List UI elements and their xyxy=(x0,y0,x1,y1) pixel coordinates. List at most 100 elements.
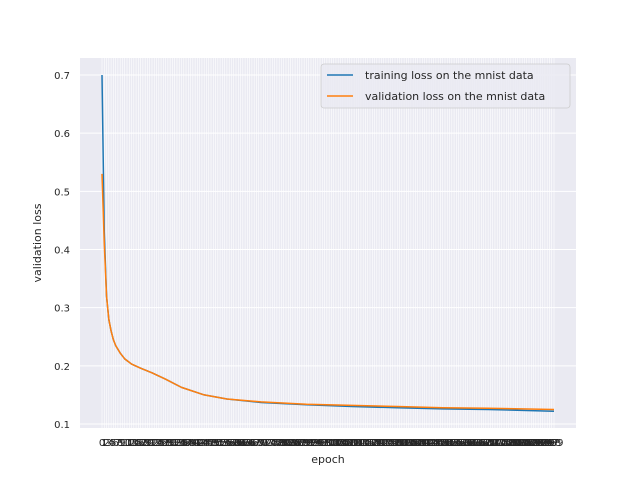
x-tick-label: 83 xyxy=(284,438,297,449)
x-tick-label: 122 xyxy=(370,438,389,449)
x-tick-label: 4 xyxy=(108,438,114,449)
x-tick-label: 35 xyxy=(175,438,188,449)
x-tick-label: 2 xyxy=(103,438,109,449)
x-tick-label: 30 xyxy=(164,438,177,449)
x-tick-label: 6 xyxy=(112,438,118,449)
x-tick-label: 23 xyxy=(148,438,161,449)
x-tick-label: 103 xyxy=(326,438,345,449)
x-tick-label: 142 xyxy=(415,438,434,449)
x-tick-label: 149 xyxy=(431,438,450,449)
x-tick-label: 199 xyxy=(544,438,563,449)
x-tick-label: 59 xyxy=(230,438,243,449)
x-tick-label: 19 xyxy=(139,438,152,449)
x-tick-label: 165 xyxy=(467,438,486,449)
x-tick-label: 62 xyxy=(236,438,249,449)
x-tick-label: 198 xyxy=(542,438,561,449)
x-tick-label: 153 xyxy=(440,438,459,449)
x-tick-label: 133 xyxy=(395,438,414,449)
y-tick-label: 0.7 xyxy=(54,71,70,82)
x-tick-label: 25 xyxy=(152,438,165,449)
x-tick-label: 134 xyxy=(397,438,416,449)
x-tick-label: 48 xyxy=(205,438,218,449)
x-tick-label: 109 xyxy=(340,438,359,449)
x-tick-label: 163 xyxy=(463,438,482,449)
x-tick-label: 125 xyxy=(376,438,395,449)
x-tick-label: 176 xyxy=(492,438,511,449)
x-tick-label: 14 xyxy=(127,438,140,449)
x-tick-label: 32 xyxy=(168,438,181,449)
x-tick-label: 102 xyxy=(324,438,343,449)
legend-label: training loss on the mnist data xyxy=(365,69,534,82)
legend: training loss on the mnist data validatio… xyxy=(320,63,571,109)
x-tick-label: 71 xyxy=(257,438,270,449)
x-tick-label: 91 xyxy=(302,438,315,449)
x-tick-label: 79 xyxy=(275,438,288,449)
x-tick-label: 180 xyxy=(501,438,520,449)
x-tick-label: 130 xyxy=(388,438,407,449)
x-tick-label: 52 xyxy=(214,438,227,449)
x-tick-label: 8 xyxy=(117,438,123,449)
x-tick-label: 97 xyxy=(316,438,329,449)
y-tick-labels: 0.1 0.2 0.3 0.4 0.5 0.6 0.7 xyxy=(54,71,70,431)
x-tick-label: 152 xyxy=(438,438,457,449)
x-tick-label: 24 xyxy=(150,438,163,449)
x-tick-label: 140 xyxy=(410,438,429,449)
x-tick-label: 185 xyxy=(513,438,532,449)
x-tick-label: 137 xyxy=(404,438,423,449)
x-tick-label: 74 xyxy=(264,438,277,449)
x-tick-label: 183 xyxy=(508,438,527,449)
x-tick-label: 101 xyxy=(322,438,341,449)
x-tick-label: 155 xyxy=(445,438,464,449)
x-tick-label: 18 xyxy=(137,438,150,449)
x-tick-label: 132 xyxy=(392,438,411,449)
x-tick-label: 143 xyxy=(417,438,436,449)
x-tick-label: 15 xyxy=(130,438,143,449)
x-tick-label: 20 xyxy=(141,438,154,449)
x-tick-label: 13 xyxy=(125,438,138,449)
y-tick-label: 0.5 xyxy=(54,187,70,198)
x-tick-label: 12 xyxy=(123,438,136,449)
x-tick-label: 93 xyxy=(307,438,320,449)
x-tick-label: 57 xyxy=(225,438,238,449)
x-tick-label: 178 xyxy=(497,438,516,449)
x-tick-label: 21 xyxy=(143,438,156,449)
x-tick-label: 191 xyxy=(526,438,545,449)
x-tick-label: 121 xyxy=(367,438,386,449)
x-tick-label: 169 xyxy=(476,438,495,449)
x-tick-label: 40 xyxy=(186,438,199,449)
x-tick-label: 104 xyxy=(329,438,348,449)
x-tick-label: 72 xyxy=(259,438,272,449)
y-tick-label: 0.1 xyxy=(54,420,70,431)
x-tick-label: 196 xyxy=(538,438,557,449)
x-tick-label: 193 xyxy=(531,438,550,449)
x-tick-label: 117 xyxy=(358,438,377,449)
x-tick-label: 158 xyxy=(451,438,470,449)
x-tick-label: 84 xyxy=(286,438,299,449)
x-tick-label: 98 xyxy=(318,438,331,449)
x-tick-label: 174 xyxy=(488,438,507,449)
x-tick-label: 17 xyxy=(134,438,147,449)
x-tick-label: 160 xyxy=(456,438,475,449)
x-tick-label: 82 xyxy=(282,438,295,449)
x-tick-label: 68 xyxy=(250,438,263,449)
x-tick-label: 11 xyxy=(121,438,134,449)
x-tick-label: 119 xyxy=(363,438,382,449)
x-tick-label: 197 xyxy=(540,438,559,449)
x-tick-label: 156 xyxy=(447,438,466,449)
x-tick-label: 173 xyxy=(485,438,504,449)
x-tick-label: 115 xyxy=(354,438,373,449)
x-tick-label: 100 xyxy=(320,438,339,449)
x-tick-label: 190 xyxy=(524,438,543,449)
x-tick-label: 87 xyxy=(293,438,306,449)
x-tick-label: 55 xyxy=(221,438,234,449)
x-tick-label: 131 xyxy=(390,438,409,449)
x-tick-label: 26 xyxy=(155,438,168,449)
x-tick-label: 139 xyxy=(408,438,427,449)
x-tick-label: 16 xyxy=(132,438,145,449)
x-tick-label: 148 xyxy=(429,438,448,449)
y-tick-label: 0.6 xyxy=(54,129,70,140)
x-tick-label: 114 xyxy=(351,438,370,449)
x-tick-label: 172 xyxy=(483,438,502,449)
